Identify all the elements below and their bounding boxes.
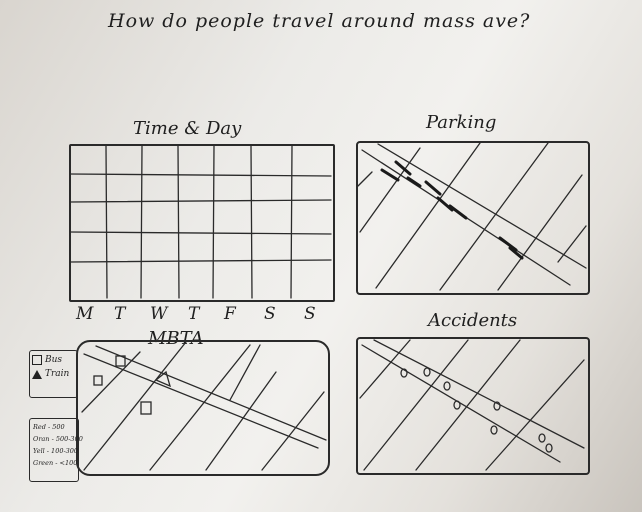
mbta-avenue-a [83, 353, 319, 449]
grid-vline-2 [140, 145, 143, 299]
day-label-thu: T [188, 304, 200, 324]
page-title: How do people travel around mass ave? [108, 10, 531, 32]
legend-train-label: Train [45, 369, 70, 379]
parking-mark [448, 204, 468, 220]
bus-stop-marker [93, 375, 103, 386]
parking-street-3 [439, 142, 549, 291]
day-label-fri: F [224, 304, 236, 324]
accident-marker [443, 381, 451, 391]
parking-mark [436, 196, 454, 212]
bus-stop-marker [115, 355, 126, 367]
parking-mark [394, 160, 412, 176]
accident-marker [490, 425, 498, 435]
parking-street-5 [557, 225, 587, 263]
parking-avenue-b [377, 143, 587, 269]
day-label-tue: T [114, 304, 126, 324]
bus-stop-marker [140, 401, 152, 415]
mbta-street-3 [149, 344, 251, 471]
accident-marker [453, 400, 461, 410]
grid-vline-3 [177, 145, 180, 299]
parking-map[interactable] [356, 141, 590, 295]
parking-mark [380, 168, 400, 182]
grid-vline-4 [212, 145, 215, 299]
grid-vline-6 [290, 145, 293, 299]
accident-marker [538, 433, 546, 443]
grid-hline-1 [69, 173, 332, 177]
parking-street-6 [357, 171, 373, 187]
accidents-avenue-b [373, 339, 585, 449]
parking-street-4 [497, 174, 583, 291]
accidents-street-2 [363, 339, 469, 471]
grid-vline-5 [250, 145, 253, 299]
grid-vline-1 [105, 145, 108, 299]
scale-green: Green - <100 [33, 459, 78, 467]
scale-red: Red - 500 [33, 423, 65, 431]
parking-mark [424, 180, 442, 196]
accident-marker [545, 443, 553, 453]
parking-title: Parking [426, 112, 497, 133]
parking-mark [498, 236, 518, 252]
mbta-street-1 [81, 351, 141, 413]
time-day-grid[interactable] [69, 144, 335, 302]
mbta-street-4 [205, 371, 277, 471]
mbta-title: MBTA [148, 328, 204, 349]
train-triangle-icon [32, 369, 42, 379]
mbta-legend: Bus Train [29, 350, 78, 398]
mbta-street-5 [261, 391, 325, 471]
mbta-ridership-scale: Red - 500 Oran - 500-300 Yell - 100-300 … [29, 418, 83, 482]
accident-marker [423, 367, 431, 377]
day-label-sun: S [304, 304, 316, 324]
scale-orange: Oran - 500-300 [33, 435, 83, 443]
legend-bus-label: Bus [45, 355, 63, 365]
time-day-title: Time & Day [133, 118, 242, 139]
accidents-street-3 [415, 339, 521, 471]
mbta-map[interactable] [76, 340, 330, 476]
accident-marker [493, 401, 501, 411]
mbta-street-6 [229, 344, 261, 401]
accidents-map[interactable] [356, 337, 590, 475]
grid-hline-4 [69, 259, 332, 263]
parking-mark [406, 176, 422, 188]
bus-square-icon [32, 355, 42, 365]
mbta-street-2 [83, 341, 187, 471]
grid-hline-2 [69, 199, 332, 203]
parking-mark [508, 246, 524, 260]
scale-yellow: Yell - 100-300 [33, 447, 79, 455]
accidents-title: Accidents [428, 310, 518, 331]
accident-marker [400, 368, 408, 378]
accidents-street-4 [485, 359, 585, 471]
accidents-avenue-a [361, 344, 561, 463]
day-label-wed: W [150, 304, 168, 324]
day-label-sat: S [264, 304, 276, 324]
accidents-street-1 [359, 339, 411, 399]
parking-street-2 [375, 142, 481, 289]
grid-hline-3 [69, 231, 332, 235]
parking-street-1 [359, 147, 421, 233]
day-label-mon: M [76, 304, 94, 324]
train-stop-marker [154, 370, 172, 388]
